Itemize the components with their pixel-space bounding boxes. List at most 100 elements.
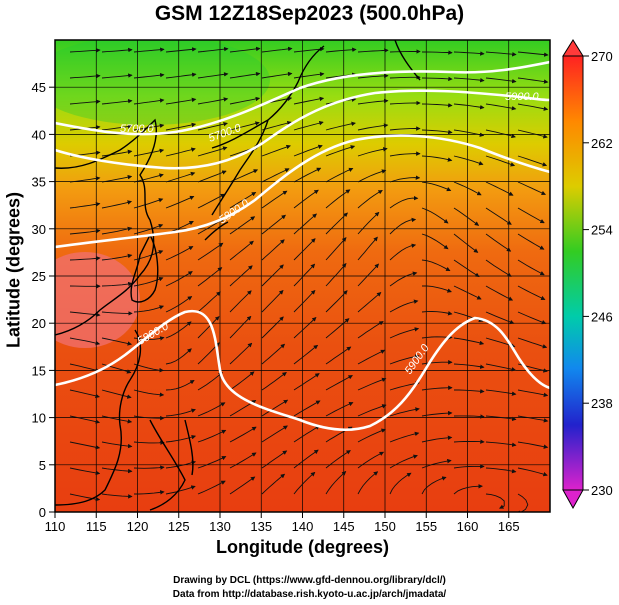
streamline [389,299,419,313]
streamline [101,389,132,399]
streamline [485,415,517,422]
streamline [485,181,514,196]
streamline [485,51,517,57]
streamline [229,216,256,235]
streamline [517,441,549,449]
colorbar-tick-label: 270 [591,49,613,64]
streamline [389,243,417,261]
streamline [101,200,133,209]
streamline [165,296,193,313]
streamline [517,415,549,423]
streamline [293,400,321,417]
streamline [293,167,322,183]
map-plot-area: 5700.0 5700.0 5800.0 5800.0 5900.0 5900.… [55,40,550,512]
x-tick-label: 160 [457,519,479,534]
streamline [421,129,453,135]
colorbar-tick-label: 238 [591,396,613,411]
streamline [165,435,197,443]
streamline [197,170,227,183]
streamline [325,375,353,391]
streamline [453,285,482,300]
y-tick-label: 20 [32,316,46,331]
streamline [293,289,316,313]
streamline [165,97,197,105]
streamline [261,473,286,495]
streamline [261,372,287,391]
streamline [485,129,516,139]
streamline [389,431,420,443]
streamline [517,389,549,398]
streamline [229,342,253,365]
streamline [261,264,284,287]
x-axis-ticks: 110 115 120 125 130 135 140 145 150 155 160 165 [45,512,520,534]
streamline [101,149,133,157]
streamline [421,311,453,316]
streamline [421,476,447,495]
y-axis-label: Latitude (degrees) [3,191,24,349]
streamline [517,233,545,250]
streamline [453,155,484,166]
streamline [229,290,252,313]
colorbar-upper-arrow [562,39,584,57]
streamline [421,181,452,192]
streamline [293,213,317,235]
streamline [229,96,261,105]
streamline [165,380,195,391]
streamline [453,181,482,196]
streamline [293,373,320,391]
streamline [197,242,224,261]
streamline [101,47,133,53]
streamline [261,239,285,261]
streamline [357,211,380,235]
streamline [101,253,133,261]
streamline [485,233,512,252]
y-axis-ticks: 0 5 10 15 20 25 30 35 40 45 [32,80,55,520]
streamline [357,98,389,105]
streamline [69,73,101,79]
streamline [357,321,384,339]
streamline [133,465,165,470]
streamline [421,103,453,108]
streamline [357,471,379,495]
streamline [69,99,101,105]
streamline [453,337,485,346]
streamline [389,407,420,417]
streamline [229,315,252,339]
streamline [421,435,453,443]
streamline [261,399,289,417]
streamline [101,98,133,105]
chart-title: GSM 12Z18Sep2023 (500.0hPa) [154,2,465,25]
streamline [325,145,356,157]
streamlines [69,46,549,512]
streamline [101,281,133,287]
colorbar-ticks: 270 262 254 246 238 230 [583,49,613,498]
streamline [516,493,529,512]
streamline [197,316,220,339]
streamline [229,452,257,469]
streamline [389,381,420,391]
streamline [261,46,293,53]
streamline [517,207,545,224]
streamline [165,246,194,261]
streamline [101,415,133,424]
streamline [69,256,101,261]
streamline [389,175,421,183]
streamline [485,467,517,474]
streamline [293,449,319,469]
streamline [517,181,546,195]
streamline [325,47,357,53]
streamline [101,467,133,474]
streamline [197,267,223,287]
streamline [133,72,165,79]
streamline [453,207,480,226]
streamline [133,198,164,209]
streamline [325,450,351,469]
streamline [197,480,226,495]
streamline [101,226,133,235]
streamline [133,440,165,445]
x-tick-label: 110 [45,519,66,534]
x-tick-label: 125 [168,519,190,534]
streamline [293,471,316,495]
streamline [197,121,228,131]
streamline [261,316,284,339]
